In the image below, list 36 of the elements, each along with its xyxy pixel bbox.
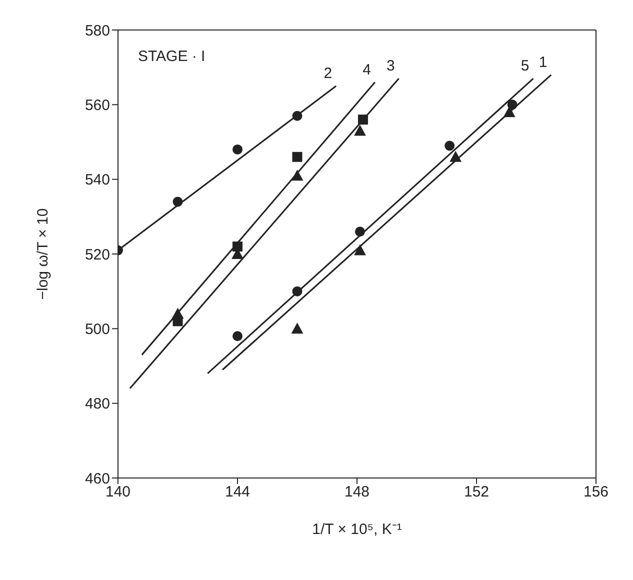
series-label: 4 <box>362 61 371 78</box>
annotation: STAGE · I <box>138 48 206 65</box>
point <box>507 100 518 110</box>
y-tick-label: 540 <box>84 172 110 189</box>
y-tick-label: 520 <box>84 246 110 264</box>
series-label: 3 <box>386 58 395 75</box>
y-tick-label: 580 <box>84 22 110 40</box>
x-axis-title: 1/T × 10⁵, K⁻¹ <box>312 521 402 538</box>
y-axis-title: −log ω/T × 10 <box>34 208 52 300</box>
point <box>354 226 365 237</box>
x-tick-label: 144 <box>224 484 250 501</box>
y-tick-label: 560 <box>84 96 110 114</box>
series-label: 2 <box>324 65 332 82</box>
point <box>291 322 304 334</box>
x-tick-label: 152 <box>464 484 490 501</box>
point <box>232 242 242 252</box>
y-tick-label: 480 <box>84 396 110 413</box>
point <box>358 114 368 125</box>
point <box>292 110 302 121</box>
point <box>232 144 242 154</box>
point <box>354 124 366 136</box>
point <box>232 331 242 342</box>
point <box>292 286 302 296</box>
y-tick-label: 500 <box>84 320 110 338</box>
series-label: 1 <box>538 54 548 71</box>
point <box>172 196 183 207</box>
series-label: 5 <box>520 58 530 75</box>
point <box>503 106 516 118</box>
point <box>172 316 183 326</box>
x-tick-label: 156 <box>583 484 609 501</box>
point <box>291 170 304 181</box>
point <box>292 152 302 162</box>
point <box>450 150 462 162</box>
x-tick-label: 148 <box>344 484 370 501</box>
point <box>354 244 366 256</box>
point <box>444 140 455 151</box>
